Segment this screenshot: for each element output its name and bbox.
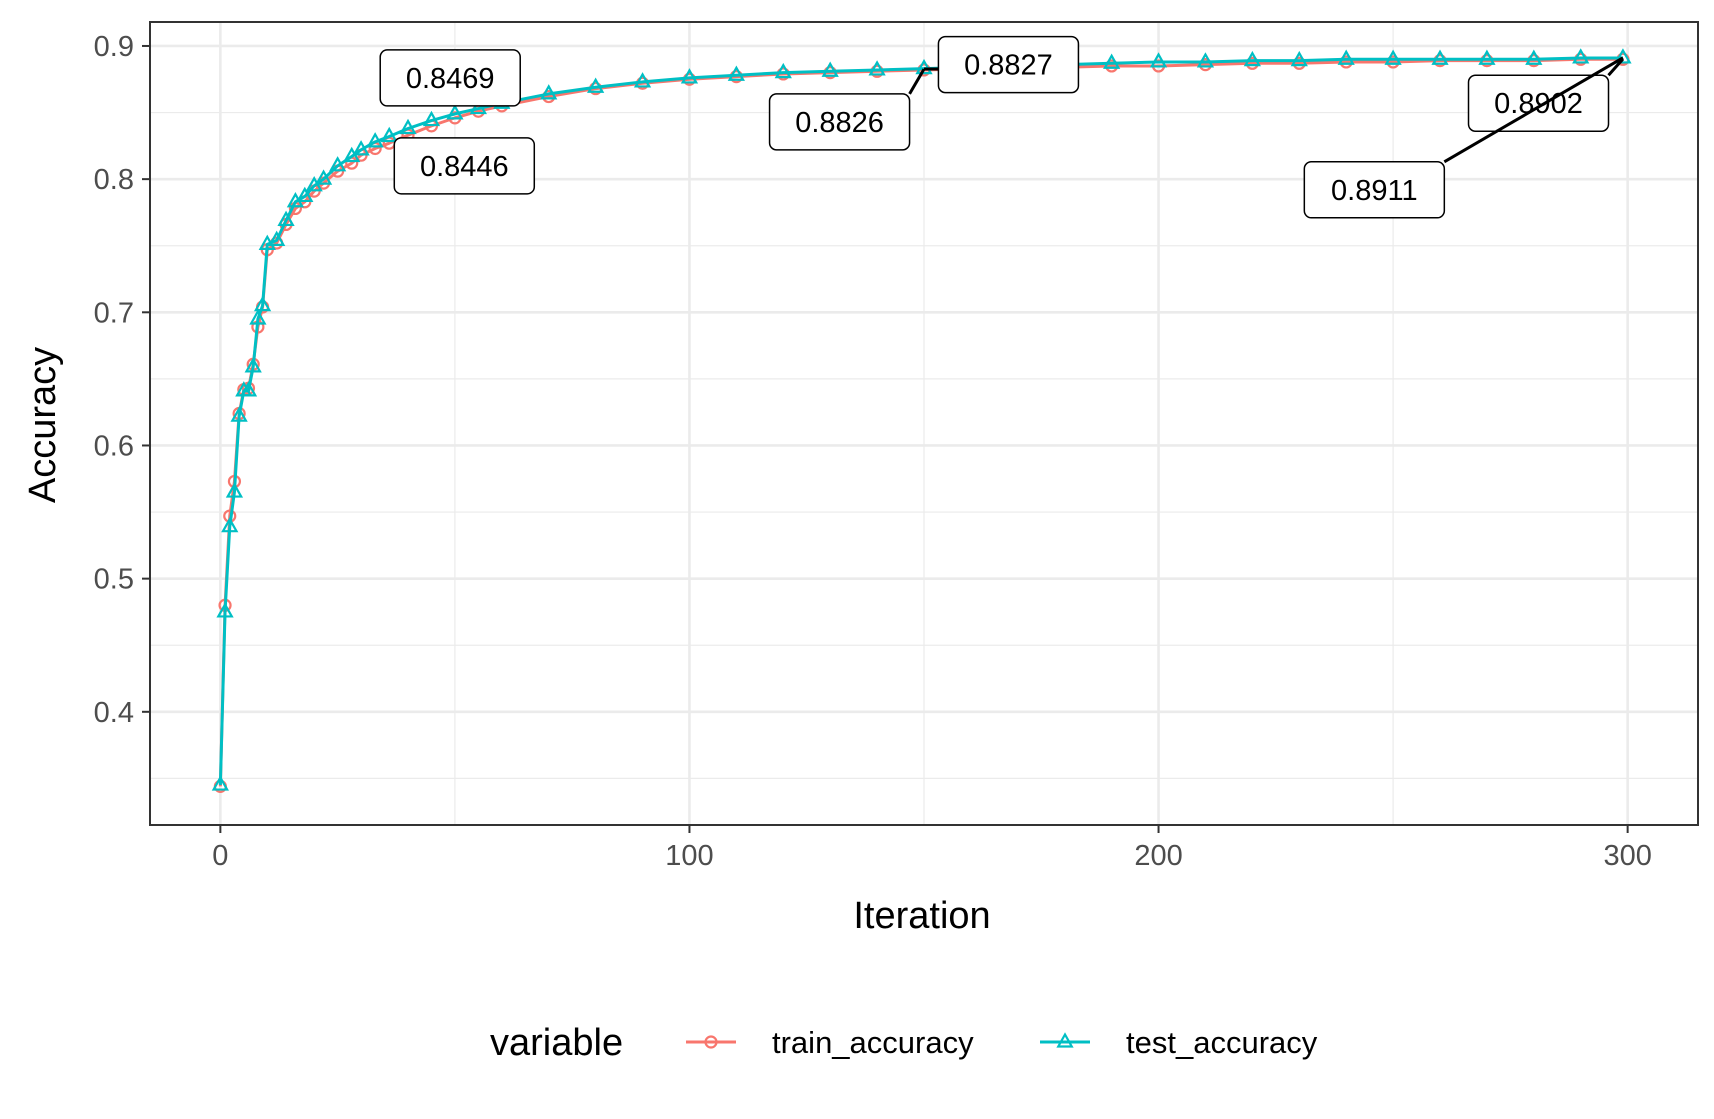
series-test_accuracy bbox=[211, 48, 1632, 791]
annotation-box bbox=[1303, 161, 1446, 219]
test_accuracy-point bbox=[249, 309, 267, 325]
panel-border bbox=[149, 21, 1699, 826]
series-layer bbox=[211, 48, 1632, 793]
x-tick-label: 300 bbox=[1603, 840, 1651, 872]
annotation-layer: 0.8469 0.8446 0.8827 0.8826 0.8902 0.8911 bbox=[379, 35, 1625, 219]
test_accuracy-point bbox=[1103, 53, 1121, 69]
legend-label: test_accuracy bbox=[1126, 1025, 1318, 1060]
annotation-label: 0.8469 bbox=[379, 49, 521, 107]
y-tick-label: 0.7 bbox=[94, 297, 134, 329]
test_accuracy-point bbox=[587, 77, 605, 93]
test_accuracy-point bbox=[633, 72, 652, 88]
x-tick-label: 0 bbox=[212, 840, 228, 872]
test_accuracy-point bbox=[821, 61, 839, 77]
annotation-box bbox=[1467, 74, 1610, 132]
annotation-connector bbox=[1607, 58, 1625, 77]
annotation-text: 0.8446 bbox=[420, 151, 509, 183]
test_accuracy-point bbox=[1149, 52, 1168, 68]
test_accuracy-point bbox=[1478, 49, 1496, 65]
test_accuracy-point bbox=[1572, 48, 1590, 64]
test_accuracy-point bbox=[352, 140, 370, 156]
test_accuracy-point bbox=[774, 62, 792, 79]
legend-title: variable bbox=[490, 1022, 623, 1064]
legend-item-test_accuracy: test_accuracy bbox=[1040, 1025, 1318, 1060]
annotation-label: 0.8902 bbox=[1467, 58, 1625, 132]
test_accuracy-point bbox=[211, 775, 229, 791]
y-tick-label: 0.5 bbox=[94, 564, 134, 596]
test_accuracy-point bbox=[329, 156, 347, 172]
test_accuracy-point bbox=[422, 110, 441, 127]
y-axis-title: Accuracy bbox=[22, 347, 64, 503]
legend: variable train_accuracy test_accuracy bbox=[490, 1022, 1318, 1064]
y-axis-tick-labels: 0.4 0.5 0.6 0.7 0.8 0.9 bbox=[94, 31, 134, 729]
test_accuracy-point bbox=[366, 132, 384, 148]
test_accuracy-point bbox=[1384, 49, 1402, 65]
test_accuracy-point bbox=[239, 381, 258, 397]
test_accuracy-point bbox=[216, 602, 234, 618]
annotation-box bbox=[937, 35, 1080, 94]
test_accuracy-point bbox=[314, 169, 333, 185]
test_accuracy-point bbox=[469, 98, 487, 115]
test_accuracy-point bbox=[727, 65, 745, 81]
test_accuracy-point bbox=[915, 58, 933, 75]
annotation-box bbox=[393, 137, 536, 195]
annotation-label: 0.8827 bbox=[924, 35, 1080, 94]
annotation-connector bbox=[1443, 56, 1624, 164]
test_accuracy-point bbox=[253, 295, 272, 312]
test_accuracy-point bbox=[399, 118, 417, 135]
test_accuracy-point bbox=[1243, 50, 1261, 67]
legend-item-train_accuracy: train_accuracy bbox=[686, 1025, 974, 1060]
annotation-label: 0.8826 bbox=[768, 68, 926, 151]
annotation-text: 0.8911 bbox=[1331, 175, 1418, 207]
test_accuracy-point bbox=[1290, 50, 1308, 67]
annotation-box bbox=[768, 93, 911, 151]
train_accuracy-line bbox=[218, 57, 1623, 787]
legend-key-marker bbox=[704, 1035, 718, 1049]
y-tick-label: 0.9 bbox=[94, 31, 134, 63]
y-tick-label: 0.4 bbox=[94, 697, 134, 729]
axis-ticks bbox=[142, 44, 1629, 833]
test_accuracy-point bbox=[277, 210, 295, 227]
test_accuracy-point bbox=[446, 104, 464, 120]
annotation-text: 0.8902 bbox=[1494, 88, 1583, 120]
legend-label: train_accuracy bbox=[772, 1025, 974, 1060]
test_accuracy-point bbox=[680, 68, 699, 84]
x-tick-label: 100 bbox=[665, 840, 713, 872]
test_accuracy-point bbox=[296, 186, 314, 203]
annotation-text: 0.8826 bbox=[795, 107, 884, 139]
test_accuracy-point bbox=[1431, 49, 1449, 65]
x-tick-label: 200 bbox=[1134, 840, 1182, 872]
panel-border-rect bbox=[149, 21, 1699, 826]
test_accuracy-point bbox=[225, 482, 244, 498]
annotation-box bbox=[379, 49, 521, 107]
annotation-text: 0.8827 bbox=[964, 50, 1053, 82]
test_accuracy-point bbox=[221, 516, 239, 533]
test_accuracy-point bbox=[1614, 48, 1632, 64]
y-tick-label: 0.8 bbox=[94, 164, 134, 196]
annotation-connector bbox=[908, 68, 926, 95]
annotation-label: 0.8911 bbox=[1303, 56, 1624, 219]
minor-gridlines bbox=[150, 22, 1698, 825]
test_accuracy-point bbox=[1196, 52, 1215, 68]
test_accuracy-point bbox=[540, 84, 558, 100]
legend-key-marker bbox=[1056, 1032, 1074, 1048]
x-axis-tick-labels: 0 100 200 300 bbox=[212, 840, 1652, 872]
annotation-text: 0.8469 bbox=[406, 63, 495, 95]
test_accuracy-point bbox=[380, 126, 398, 143]
test_accuracy-point bbox=[1525, 49, 1543, 65]
x-axis-title: Iteration bbox=[853, 895, 990, 937]
test_accuracy-point bbox=[1337, 49, 1355, 65]
y-tick-label: 0.6 bbox=[94, 430, 134, 462]
annotation-label: 0.8446 bbox=[393, 137, 536, 195]
test_accuracy-point bbox=[244, 357, 262, 373]
test_accuracy-point bbox=[268, 230, 286, 246]
test_accuracy-point bbox=[868, 60, 886, 76]
test_accuracy-point bbox=[230, 406, 248, 422]
